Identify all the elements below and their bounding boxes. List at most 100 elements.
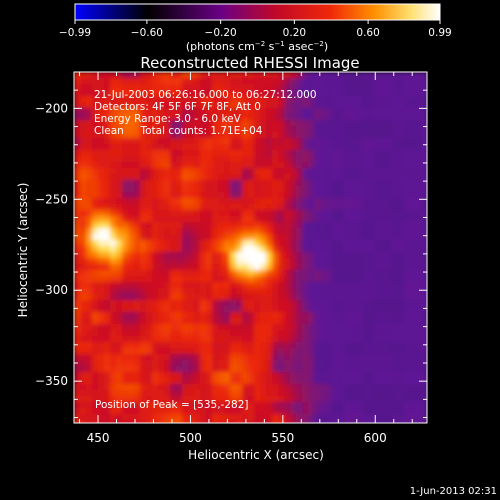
heatmap-cell (146, 120, 153, 127)
heatmap-cell (176, 324, 183, 331)
heatmap-cell (224, 108, 231, 115)
heatmap-cell (302, 174, 309, 181)
heatmap-cell (362, 270, 369, 277)
heatmap-cell (410, 384, 417, 391)
heatmap-cell (194, 408, 201, 415)
heatmap-cell (404, 186, 411, 193)
heatmap-cell (392, 312, 399, 319)
heatmap-cell (416, 96, 423, 103)
heatmap-cell (188, 126, 195, 133)
heatmap-cell (230, 120, 237, 127)
heatmap-cell (368, 150, 375, 157)
heatmap-cell (296, 210, 303, 217)
heatmap-cell (386, 192, 393, 199)
heatmap-cell (134, 198, 141, 205)
heatmap-cell (224, 156, 231, 163)
heatmap-cell (116, 180, 123, 187)
heatmap-cell (188, 366, 195, 373)
heatmap-cell (92, 114, 99, 121)
heatmap-cell (194, 102, 201, 109)
heatmap-cell (260, 312, 267, 319)
heatmap-cell (122, 300, 129, 307)
heatmap-cell (272, 228, 279, 235)
heatmap-cell (368, 396, 375, 403)
heatmap-cell (302, 84, 309, 91)
heatmap-cell (356, 78, 363, 85)
heatmap-cell (278, 150, 285, 157)
heatmap-cell (338, 246, 345, 253)
heatmap-cell (248, 402, 255, 409)
heatmap-cell (344, 288, 351, 295)
heatmap-cell (218, 108, 225, 115)
heatmap-cell (254, 246, 261, 253)
heatmap-cell (194, 276, 201, 283)
heatmap-cell (206, 198, 213, 205)
heatmap-cell (80, 252, 87, 259)
heatmap-cell (308, 162, 315, 169)
heatmap-cell (302, 246, 309, 253)
heatmap-cell (134, 192, 141, 199)
heatmap-cell (122, 294, 129, 301)
heatmap-cell (320, 414, 327, 421)
heatmap-cell (128, 216, 135, 223)
heatmap-cell (374, 408, 381, 415)
heatmap-cell (338, 402, 345, 409)
heatmap-cell (296, 126, 303, 133)
heatmap-cell (254, 348, 261, 355)
heatmap-cell (296, 408, 303, 415)
heatmap-cell (314, 312, 321, 319)
heatmap-cell (278, 198, 285, 205)
heatmap-cell (224, 204, 231, 211)
heatmap-cell (170, 378, 177, 385)
heatmap-cell (296, 240, 303, 247)
heatmap-cell (386, 348, 393, 355)
heatmap-cell (404, 360, 411, 367)
heatmap-cell (314, 162, 321, 169)
heatmap-cell (314, 144, 321, 151)
heatmap-cell (248, 90, 255, 97)
heatmap-cell (230, 84, 237, 91)
heatmap-cell (248, 420, 255, 423)
heatmap-cell (338, 156, 345, 163)
heatmap-cell (200, 138, 207, 145)
heatmap-cell (254, 90, 261, 97)
heatmap-cell (140, 348, 147, 355)
heatmap-cell (104, 234, 111, 241)
heatmap-cell (134, 312, 141, 319)
heatmap-cell (140, 270, 147, 277)
heatmap-cell (290, 354, 297, 361)
heatmap-cell (182, 402, 189, 409)
heatmap-cell (176, 300, 183, 307)
heatmap-cell (212, 330, 219, 337)
heatmap-cell (128, 72, 135, 79)
heatmap-cell (374, 216, 381, 223)
heatmap-cell (332, 324, 339, 331)
heatmap-cell (134, 96, 141, 103)
heatmap-cell (248, 282, 255, 289)
heatmap-cell (374, 210, 381, 217)
heatmap-cell (140, 144, 147, 151)
heatmap-cell (200, 348, 207, 355)
heatmap-cell (128, 294, 135, 301)
heatmap-cell (290, 120, 297, 127)
heatmap-cell (380, 336, 387, 343)
heatmap-cell (122, 174, 129, 181)
heatmap-cell (260, 246, 267, 253)
heatmap-cell (146, 366, 153, 373)
heatmap-cell (182, 366, 189, 373)
heatmap-cell (356, 336, 363, 343)
heatmap-cell (344, 258, 351, 265)
heatmap-cell (200, 78, 207, 85)
heatmap-cell (380, 246, 387, 253)
heatmap-cell (92, 108, 99, 115)
heatmap-cell (320, 354, 327, 361)
heatmap-cell (224, 168, 231, 175)
heatmap-cell (236, 414, 243, 421)
heatmap-cell (302, 102, 309, 109)
heatmap-cell (92, 138, 99, 145)
heatmap-cell (416, 336, 423, 343)
heatmap-cell (218, 288, 225, 295)
heatmap-cell (140, 72, 147, 79)
heatmap-cell (134, 180, 141, 187)
heatmap-cell (104, 168, 111, 175)
